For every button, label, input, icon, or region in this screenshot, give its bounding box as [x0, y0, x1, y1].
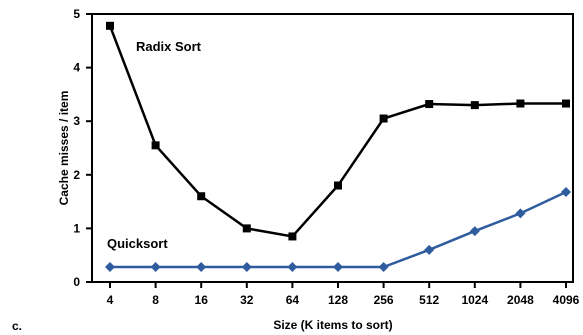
x-tick-label: 8 [152, 293, 159, 307]
data-point [241, 261, 252, 272]
plot-frame [91, 13, 574, 283]
y-tick-label: 0 [73, 275, 80, 289]
data-point [197, 192, 206, 201]
y-tick-label: 2 [73, 168, 80, 182]
data-point [470, 101, 479, 110]
x-tick-label: 4 [107, 293, 114, 307]
series-line [110, 190, 567, 269]
x-axis-ticks: 4 8 16 32 64 128 256 512 1024 2048 4096 [107, 282, 580, 307]
data-point [196, 261, 207, 272]
series-quicksort: Quicksort [105, 186, 571, 272]
data-point [288, 232, 297, 241]
data-point [105, 261, 115, 272]
y-axis-ticks: 0 1 2 3 4 5 [73, 7, 92, 289]
x-tick-label: 4096 [553, 293, 580, 307]
x-tick-label: 128 [328, 293, 348, 307]
y-tick-label: 5 [73, 7, 80, 21]
data-point [424, 244, 435, 255]
x-tick-label: 32 [240, 293, 254, 307]
data-point [333, 261, 343, 272]
data-point [242, 224, 251, 233]
y-axis-label: Cache misses / item [57, 91, 71, 206]
x-tick-label: 16 [195, 293, 209, 307]
data-point [151, 141, 160, 150]
y-tick-label: 3 [73, 114, 80, 128]
series-label: Radix Sort [136, 39, 202, 54]
y-tick-label: 1 [73, 221, 80, 235]
data-point [378, 261, 389, 272]
data-point [106, 21, 114, 30]
data-point [469, 226, 480, 237]
x-tick-label: 1024 [461, 293, 488, 307]
x-tick-label: 256 [374, 293, 394, 307]
data-point [334, 181, 342, 190]
series-label: Quicksort [107, 236, 168, 251]
y-tick-label: 4 [73, 61, 80, 75]
chart-axes [91, 13, 574, 283]
x-tick-label: 64 [286, 293, 300, 307]
data-point [150, 261, 161, 272]
data-point [425, 100, 434, 109]
data-point [379, 114, 388, 123]
panel-label: c. [12, 319, 22, 333]
data-point [515, 208, 526, 219]
x-tick-label: 512 [419, 293, 439, 307]
data-point [287, 261, 298, 272]
series-line [108, 25, 566, 238]
x-axis-label: Size (K items to sort) [273, 318, 392, 332]
data-point [561, 186, 571, 197]
data-point [516, 99, 525, 108]
series-layer: Radix Sort Quicksort [105, 21, 571, 272]
x-tick-label: 2048 [507, 293, 534, 307]
data-point [562, 99, 570, 108]
series-radix-sort: Radix Sort [106, 21, 570, 241]
